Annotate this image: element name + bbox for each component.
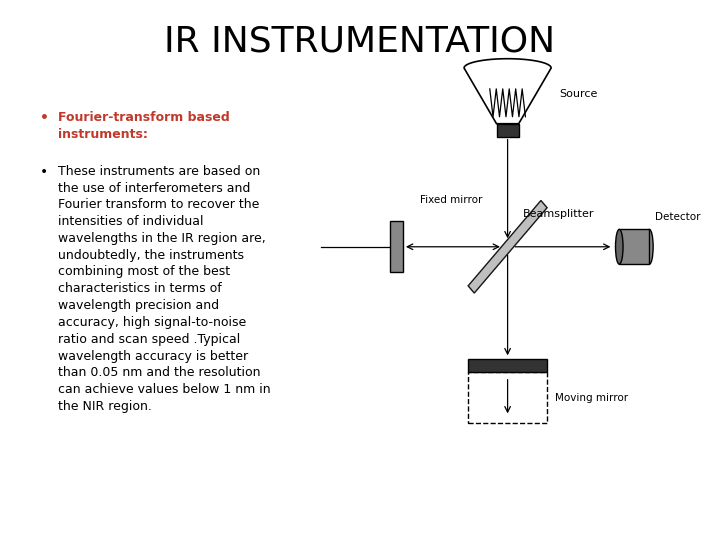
Text: Fixed mirror: Fixed mirror bbox=[420, 195, 483, 205]
Bar bbox=[619, 230, 649, 264]
Text: •: • bbox=[40, 165, 48, 179]
Polygon shape bbox=[464, 59, 552, 124]
Ellipse shape bbox=[646, 230, 653, 264]
Bar bbox=[390, 221, 403, 272]
Bar bbox=[468, 359, 547, 372]
Ellipse shape bbox=[616, 230, 623, 264]
Text: Beamsplitter: Beamsplitter bbox=[523, 210, 595, 219]
Bar bbox=[497, 124, 518, 137]
Text: These instruments are based on
the use of interferometers and
Fourier transform : These instruments are based on the use o… bbox=[58, 165, 270, 413]
Text: •: • bbox=[40, 111, 48, 125]
Polygon shape bbox=[468, 200, 547, 293]
Text: Source: Source bbox=[559, 89, 598, 98]
Bar bbox=[468, 372, 547, 423]
Text: Detector: Detector bbox=[655, 212, 701, 221]
Text: Fourier-transform based
instruments:: Fourier-transform based instruments: bbox=[58, 111, 230, 141]
Text: IR INSTRUMENTATION: IR INSTRUMENTATION bbox=[164, 24, 556, 58]
Text: Moving mirror: Moving mirror bbox=[555, 393, 629, 403]
